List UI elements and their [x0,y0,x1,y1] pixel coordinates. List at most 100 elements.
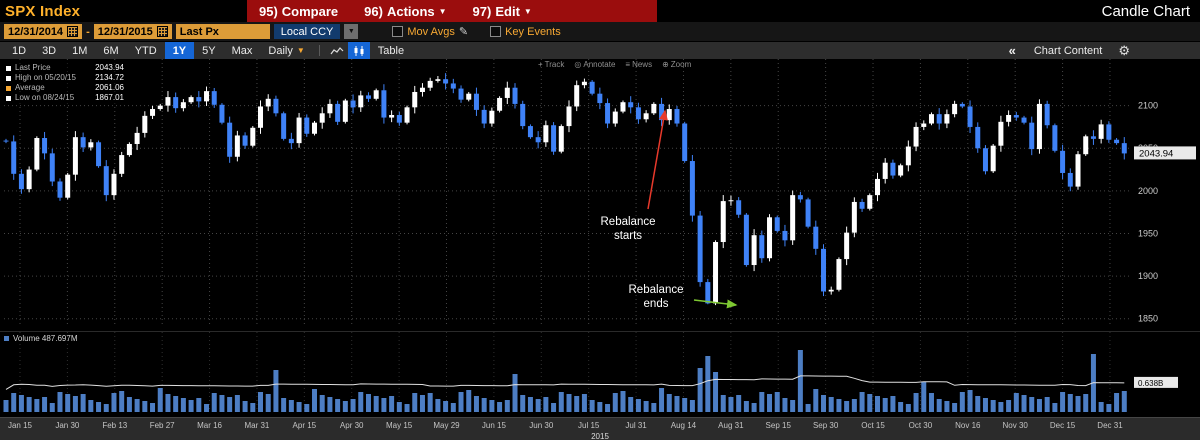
calendar-icon[interactable] [67,26,79,37]
table-button[interactable]: Table [377,44,405,57]
gear-icon[interactable]: ⚙ [1118,42,1130,58]
volume-chart[interactable]: 0.638B [0,332,1200,417]
price-chart[interactable]: 2100205020001950190018502043.94 [0,59,1200,331]
frequency-select[interactable]: Daily ▼ [260,45,312,57]
average-marker [6,85,11,91]
annotate-icon: ◎ [574,60,582,69]
volume-legend: Volume 487.697M [4,334,78,343]
x-tick-label: Sep 30 [812,421,839,430]
key-events-checkbox[interactable] [490,26,502,37]
compare-num: 95) [259,3,278,19]
volume-marker [4,336,9,341]
range-1y-selected[interactable]: 1Y [164,42,195,59]
x-tick-label: Nov 30 [1002,421,1028,430]
actions-button[interactable]: 96) Actions ▼ [364,4,446,19]
date-to-field[interactable]: 12/31/2015 [93,24,172,39]
high-value: 2134.72 [95,73,124,82]
news-button[interactable]: ≡ News [625,60,653,69]
currency-select[interactable]: Local CCY [273,24,341,39]
chevron-down-icon: ▼ [438,6,447,16]
x-tick-label: Jun 15 [481,421,506,430]
line-chart-icon[interactable] [326,42,348,59]
range-6m[interactable]: 6M [103,44,119,57]
svg-text:1850: 1850 [1138,314,1158,324]
volume-legend-text: Volume 487.697M [13,334,78,343]
security-ticker: SPX Index [5,2,81,20]
price-chart-panel: 2100205020001950190018502043.94 Rebalanc… [0,59,1200,331]
plus-icon: + [538,60,543,69]
x-tick-label: Mar 16 [197,421,222,430]
x-tick-label: Oct 15 [861,421,885,430]
average-value: 2061.06 [95,83,124,92]
range-ytd[interactable]: YTD [134,44,157,57]
zoom-icon: ⊕ [662,60,669,69]
key-events-label[interactable]: Key Events [505,25,561,38]
pencil-icon[interactable]: ✎ [458,26,469,38]
last-price-value: 2043.94 [95,63,124,72]
security-area: SPX Index [0,0,247,22]
mov-avgs-label[interactable]: Mov Avgs [407,25,455,38]
x-tick-label: May 29 [433,421,460,430]
x-tick-label: Aug 14 [670,421,697,430]
x-tick-label: Mar 31 [244,421,270,430]
annotate-button[interactable]: ◎ Annotate [574,60,616,69]
x-tick-label: Oct 30 [908,421,933,430]
date-to-value: 12/31/2015 [97,25,153,38]
x-tick-label: Feb 27 [149,421,175,430]
compare-button[interactable]: 95) Compare [259,4,338,19]
range-3d[interactable]: 3D [42,44,57,57]
range-max[interactable]: Max [231,44,253,57]
divider [318,45,320,56]
average-label: Average [15,83,45,92]
low-label: Low on 08/24/15 [15,93,75,102]
chevron-down-icon: ▼ [523,6,532,16]
high-label: High on 05/20/15 [15,73,76,82]
range-5y[interactable]: 5Y [202,44,216,57]
low-value: 1867.01 [95,93,124,102]
legend-average: Average 2061.06 [6,83,124,93]
chart-mini-toolbar: + Track ◎ Annotate ≡ News ⊕ Zoom [538,60,691,69]
svg-text:2100: 2100 [1138,101,1158,111]
last-price-marker [6,65,11,71]
legend-high: High on 05/20/15 2134.72 [6,73,124,83]
x-tick-label: Nov 16 [955,421,981,430]
track-button[interactable]: + Track [538,60,565,69]
svg-text:1900: 1900 [1138,271,1158,281]
zoom-button[interactable]: ⊕ Zoom [662,60,692,69]
news-icon: ≡ [625,60,631,69]
range-1m[interactable]: 1M [72,44,88,57]
date-from-value: 12/31/2014 [8,25,64,38]
edit-button[interactable]: 97) Edit ▼ [473,4,532,19]
collapse-panel-button[interactable]: « [1008,43,1016,58]
date-separator: - [86,25,90,38]
svg-text:0.638B: 0.638B [1138,379,1163,388]
mov-avgs-checkbox[interactable] [392,26,404,37]
price-legend: Last Price 2043.94 High on 05/20/15 2134… [3,62,127,104]
chart-content-button[interactable]: Chart Content [1033,44,1103,57]
x-tick-label: Aug 31 [718,421,744,430]
x-tick-label: Apr 30 [339,421,364,430]
edit-num: 97) [472,3,492,19]
volume-panel: 0.638B Volume 487.697M [0,331,1200,417]
price-field-value: Last Px [179,25,219,38]
compare-label: Compare [281,3,339,19]
title-bar: SPX Index 95) Compare 96) Actions ▼ 97) … [0,0,1200,22]
svg-text:2000: 2000 [1138,186,1158,196]
last-price-label: Last Price [15,63,51,72]
candle-chart-icon[interactable] [347,42,370,59]
date-from-field[interactable]: 12/31/2014 [4,24,83,39]
low-marker [6,95,11,101]
x-tick-label: Apr 15 [292,421,317,430]
x-tick-label: Jul 15 [577,421,600,430]
price-field-select[interactable]: Last Px [175,24,270,39]
currency-value: Local CCY [280,25,334,38]
chevron-down-icon: ▼ [296,46,305,55]
calendar-icon[interactable] [156,26,168,37]
x-tick-label: Jul 31 [625,421,647,430]
legend-last-price: Last Price 2043.94 [6,63,124,73]
actions-num: 96) [364,3,383,19]
x-tick-label: Dec 15 [1049,421,1076,430]
frequency-value: Daily [268,44,293,57]
currency-dropdown-button[interactable]: ▼ [344,24,359,39]
range-1d[interactable]: 1D [12,44,27,57]
